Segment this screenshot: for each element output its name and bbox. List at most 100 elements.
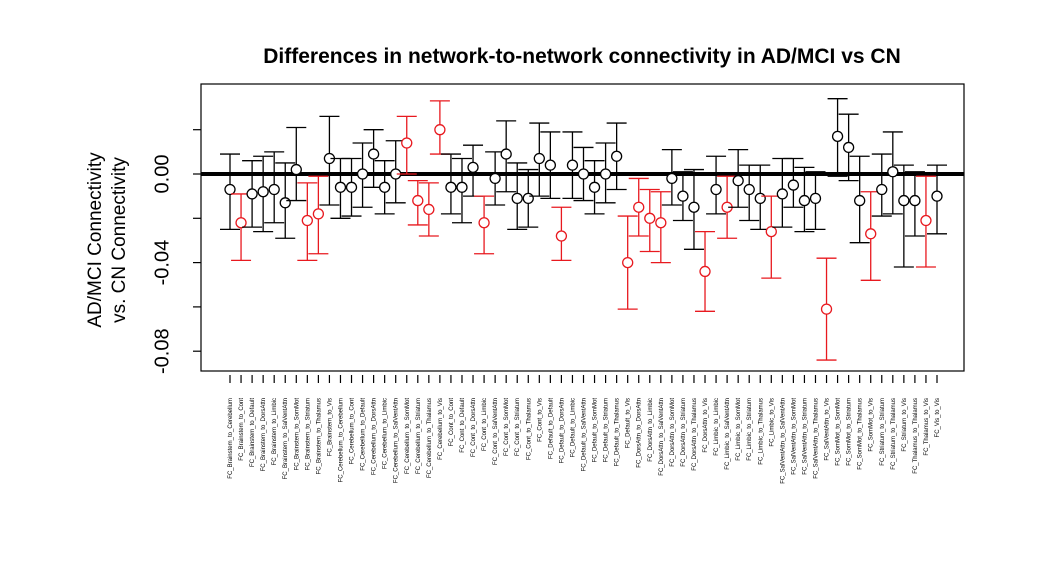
data-point	[599, 168, 612, 180]
data-point	[434, 124, 446, 136]
data-point	[301, 214, 313, 227]
x-tick-label: FC_DorsAttn_to_SomMot	[670, 398, 676, 467]
x-tick-label: FC_Cont_to_SalVentAttn	[493, 398, 499, 465]
data-point	[655, 217, 667, 229]
x-tick-label: FC_DorsAttn_to_SalVentAttn	[659, 398, 665, 476]
x-tick-label: FC_Brainstem_to_SomMot	[294, 398, 300, 471]
x-tick-label: FC_Cerebellum_to_Cont	[350, 398, 356, 465]
data-point	[699, 265, 711, 278]
data-point	[909, 194, 921, 207]
x-tick-label: FC_Limbic_to_Thalamus	[758, 398, 764, 465]
x-tick-label: FC_Limbic_to_SomMot	[736, 398, 742, 461]
x-tick-label: FC_Striatum_to_Vis	[902, 398, 908, 452]
data-point	[401, 137, 413, 149]
data-point	[478, 217, 490, 229]
data-point	[334, 181, 347, 193]
x-tick-label: FC_Brainstem_to_SalVentAttn	[283, 398, 289, 479]
data-point	[235, 217, 247, 229]
data-point	[633, 201, 645, 213]
x-tick-label: FC_Cont_to_Thalamus	[526, 398, 532, 460]
data-point	[456, 181, 468, 193]
data-point	[511, 192, 523, 205]
x-tick-label: FC_Cont_to_Limbic	[482, 398, 488, 451]
data-point	[876, 183, 888, 196]
x-tick-label: FC_DorsAttn_to_Limbic	[648, 398, 654, 462]
x-tick-label: FC_DorsAttn_to_DorsAttn	[637, 398, 643, 468]
data-point	[555, 230, 568, 242]
x-tick-label: FC_Cont_to_Striatum	[515, 398, 521, 456]
data-point	[489, 172, 501, 185]
data-point	[566, 159, 579, 171]
data-point	[622, 256, 634, 269]
x-tick-label: FC_Brainstem_to_DorsAttn	[261, 398, 267, 471]
x-tick-label: FC_Limbic_to_Limbic	[714, 398, 720, 456]
data-point	[931, 190, 943, 202]
x-tick-label: FC_Cerebellum_to_Striatum	[416, 398, 422, 474]
x-tick-label: FC_Default_to_DorsAttn	[559, 398, 565, 463]
y-axis-label-line-1: AD/MCI Connectivity	[85, 152, 106, 328]
y-axis: 0.00 -0.04 -0.08	[151, 129, 201, 374]
data-point	[412, 194, 424, 207]
data-point	[820, 303, 833, 315]
x-tick-label: FC_SomMot_to_SomMot	[836, 398, 842, 466]
x-tick-label: FC_Vis_to_Vis	[935, 398, 941, 437]
data-point	[467, 161, 479, 174]
x-tick-label: FC_Brainstem_to_Vis	[327, 398, 333, 456]
x-tick-label: FC_Cerebellum_to_DorsAttn	[372, 398, 378, 475]
x-tick-label: FC_Default_to_SalVentAttn	[582, 398, 588, 471]
x-tick-label: FC_Striatum_to_Thalamus	[891, 398, 897, 470]
x-tick-label: FC_SalVentAttn_to_SalVentAttn	[780, 398, 786, 484]
plot-frame	[200, 83, 965, 372]
x-tick-label: FC_SalVentAttn_to_Striatum	[802, 398, 808, 475]
data-point	[798, 194, 811, 207]
data-point	[765, 225, 777, 238]
data-point	[743, 183, 755, 196]
data-point	[423, 203, 435, 216]
data-point	[246, 188, 258, 200]
x-tick-label: FC_Default_to_Vis	[626, 398, 632, 448]
x-tick-label: FC_SalVentAttn_to_Vis	[825, 398, 831, 461]
x-tick-label: FC_Brainstem_to_Striatum	[305, 398, 311, 470]
y-tick-label: -0.08	[151, 328, 173, 374]
x-tick-label: FC_Brainstem_to_Default	[250, 398, 256, 467]
x-tick-label: FC_Thalamus_to_Thalamus	[913, 398, 919, 474]
data-point	[754, 192, 766, 205]
data-point	[290, 163, 302, 176]
x-tick-label: FC_Cont_to_DorsAttn	[471, 398, 477, 457]
x-axis: FC_Brainstem_to_Cerebellum FC_Brainstem_t…	[228, 375, 941, 484]
data-point	[898, 194, 910, 207]
data-point	[544, 159, 557, 171]
x-tick-label: FC_Brainstem_to_Cerebellum	[228, 398, 234, 479]
data-point	[787, 179, 800, 191]
x-tick-label: FC_Limbic_to_Striatum	[747, 398, 753, 461]
x-tick-label: FC_SalVentAttn_to_SomMot	[791, 398, 797, 475]
x-tick-label: FC_SalVentAttn_to_Thalamus	[813, 398, 819, 479]
x-tick-label: FC_Cont_to_Vis	[537, 398, 543, 442]
x-tick-label: FC_Cont_to_Default	[460, 398, 466, 453]
chart-title: Differences in network-to-network connec…	[263, 45, 901, 68]
x-tick-label: FC_Thalamus_to_Vis	[924, 398, 930, 456]
x-tick-label: FC_Default_to_Default	[548, 398, 554, 459]
x-tick-label: FC_Limbic_to_SalVentAttn	[725, 398, 731, 470]
data-point	[533, 152, 545, 165]
data-point	[842, 141, 855, 154]
data-point	[688, 201, 700, 213]
x-tick-label: FC_Default_to_Striatum	[604, 398, 610, 462]
x-tick-label: FC_Cerebellum_to_SalVentAttn	[394, 398, 400, 483]
data-point	[666, 172, 678, 185]
data-point	[588, 181, 601, 193]
x-tick-label: FC_Cerebellum_to_Vis	[438, 398, 444, 460]
data-point	[610, 150, 623, 162]
data-point	[710, 183, 722, 196]
x-tick-label: FC_Cont_to_SomMot	[504, 398, 510, 456]
data-point	[644, 212, 656, 224]
x-tick-label: FC_Brainstem_to_Thalamus	[316, 398, 322, 474]
data-point	[379, 181, 391, 193]
data-point	[257, 186, 269, 198]
data-marks	[220, 98, 947, 361]
data-point	[920, 214, 932, 227]
x-tick-label: FC_Limbic_to_Vis	[769, 398, 775, 447]
x-tick-label: FC_Default_to_Limbic	[570, 398, 576, 457]
y-tick-label: 0.00	[151, 155, 173, 194]
